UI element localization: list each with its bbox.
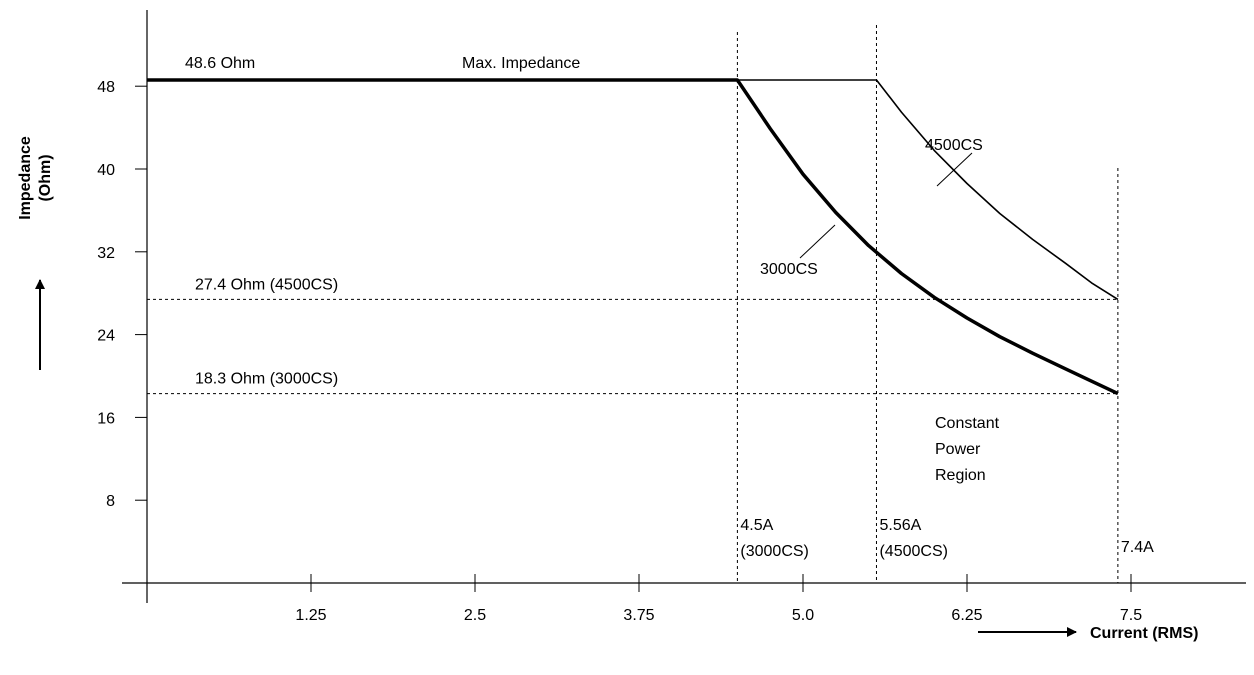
series-label-3000cs: 3000CS [760, 261, 818, 278]
max-impedance-value: 48.6 Ohm [185, 55, 255, 72]
series-label-4500cs: 4500CS [925, 137, 983, 154]
x-tick-label: 3.75 [623, 607, 654, 624]
reference-lines: 27.4 Ohm (4500CS) 18.3 Ohm (3000CS) 4.5A (3… [147, 25, 1154, 583]
x-tick-label: 6.25 [951, 607, 982, 624]
series-line-3000cs [147, 78, 1119, 396]
max-impedance-label: Max. Impedance [462, 55, 580, 72]
y-tick-label: 48 [97, 79, 115, 96]
y-tick-label: 32 [97, 245, 115, 262]
vertical-reference-label: (3000CS) [740, 543, 808, 560]
series-line-4500cs [147, 79, 1119, 301]
x-tick-label: 1.25 [295, 607, 326, 624]
leader-line-4500cs [936, 152, 973, 187]
region-label-line-3: Region [935, 467, 986, 484]
y-axis-title-line-1: Impedance [17, 136, 34, 220]
leader-line-3000cs [799, 224, 836, 259]
y-tick-label: 40 [97, 162, 115, 179]
y-tick-group: 8 16 24 32 40 48 [97, 79, 147, 510]
y-tick-label: 24 [97, 328, 115, 345]
region-label-line-2: Power [935, 441, 981, 458]
x-tick-label: 2.5 [464, 607, 486, 624]
vertical-reference-label: 5.56A [879, 517, 921, 534]
x-tick-label: 5.0 [792, 607, 814, 624]
horizontal-reference-label: 27.4 Ohm (4500CS) [195, 276, 338, 293]
y-tick-label: 16 [97, 410, 115, 427]
x-axis-title: Current (RMS) [1090, 625, 1198, 642]
vertical-reference-label: 4.5A [740, 517, 773, 534]
x-tick-label: 7.5 [1120, 607, 1142, 624]
y-axis-title-line-2: (Ohm) [37, 154, 54, 201]
series-group [147, 78, 1119, 396]
vertical-reference-label: 7.4A [1121, 539, 1154, 556]
y-tick-label: 8 [106, 493, 115, 510]
horizontal-reference-label: 18.3 Ohm (3000CS) [195, 371, 338, 388]
x-tick-group: 1.25 2.5 3.75 5.0 6.25 7.5 [295, 574, 1142, 624]
region-label-line-1: Constant [935, 415, 1000, 432]
vertical-reference-label: (4500CS) [879, 543, 947, 560]
